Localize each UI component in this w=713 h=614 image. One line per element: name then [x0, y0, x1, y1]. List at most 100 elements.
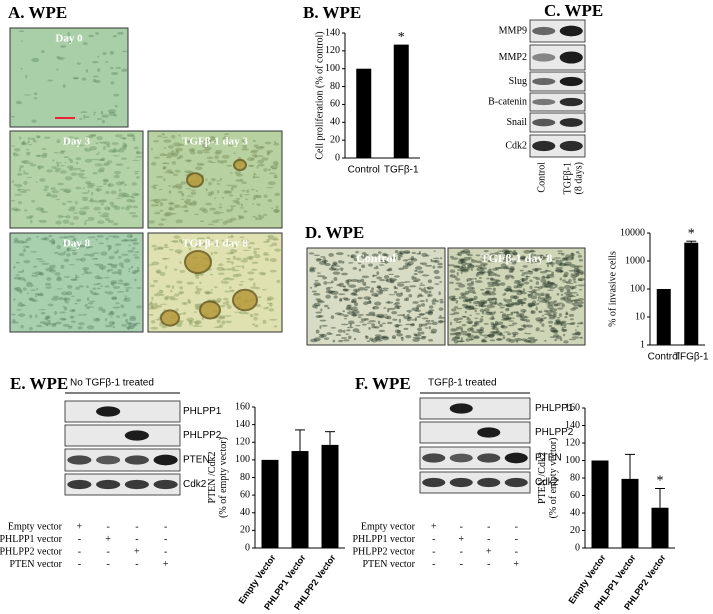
texture	[250, 286, 257, 289]
texture	[467, 335, 474, 339]
texture	[248, 277, 255, 281]
texture	[44, 317, 49, 321]
texture	[349, 323, 352, 328]
texture	[266, 186, 274, 189]
texture	[90, 158, 99, 161]
texture	[353, 337, 357, 341]
texture	[495, 329, 500, 334]
texture	[101, 114, 109, 118]
texture	[72, 238, 77, 243]
texture	[70, 316, 76, 318]
texture	[98, 141, 107, 144]
texture	[546, 275, 555, 278]
texture	[110, 66, 114, 70]
texture	[59, 151, 65, 155]
texture	[84, 219, 89, 222]
texture	[577, 254, 583, 258]
texture	[580, 273, 584, 275]
texture	[239, 193, 243, 198]
texture	[241, 239, 249, 243]
texture	[269, 172, 275, 175]
texture	[548, 317, 556, 320]
texture	[547, 289, 554, 291]
texture	[514, 301, 522, 306]
texture	[194, 303, 199, 308]
texture	[368, 320, 377, 323]
texture	[556, 292, 560, 296]
texture	[23, 248, 27, 253]
texture	[515, 339, 519, 343]
texture	[540, 278, 547, 283]
texture	[228, 190, 232, 194]
texture	[468, 305, 475, 309]
texture	[563, 258, 567, 261]
texture	[150, 162, 157, 166]
texture	[325, 290, 333, 294]
texture	[376, 271, 380, 275]
texture	[122, 282, 130, 286]
texture	[20, 160, 27, 164]
texture	[389, 278, 397, 282]
texture	[555, 335, 562, 340]
texture	[458, 320, 462, 323]
texture	[343, 298, 351, 301]
condition-sign: -	[460, 521, 463, 532]
texture	[397, 307, 401, 310]
texture	[25, 148, 30, 151]
texture	[455, 321, 461, 323]
texture	[513, 260, 517, 263]
texture	[128, 321, 133, 325]
texture	[318, 333, 325, 336]
texture	[173, 142, 181, 147]
y-axis-label: (% of empty vector)	[548, 438, 559, 519]
texture	[365, 313, 373, 317]
texture	[86, 184, 94, 189]
texture	[255, 287, 261, 290]
texture	[505, 250, 513, 253]
texture	[117, 282, 124, 285]
texture	[563, 275, 569, 277]
texture	[96, 263, 104, 267]
cell-clump	[160, 309, 180, 327]
texture	[268, 308, 275, 312]
texture	[482, 264, 486, 267]
texture	[431, 302, 436, 305]
texture	[325, 287, 331, 291]
texture	[421, 274, 430, 277]
texture	[64, 176, 73, 181]
texture	[347, 311, 355, 315]
texture	[403, 315, 412, 320]
texture	[520, 302, 524, 307]
texture	[507, 317, 512, 319]
texture	[465, 338, 471, 342]
texture	[147, 307, 156, 310]
texture	[381, 252, 388, 257]
texture	[273, 325, 278, 328]
texture	[61, 202, 67, 206]
texture	[542, 281, 551, 285]
texture	[312, 292, 321, 296]
y-tick-label: 140	[565, 420, 580, 431]
texture	[115, 134, 123, 138]
texture	[337, 313, 345, 316]
texture	[255, 146, 264, 150]
texture	[161, 326, 168, 329]
texture	[570, 275, 577, 279]
texture	[73, 216, 79, 220]
texture	[229, 286, 232, 290]
annotation: *	[398, 30, 405, 45]
texture	[54, 169, 60, 173]
texture	[570, 252, 575, 257]
texture	[499, 334, 506, 337]
texture	[543, 276, 551, 279]
texture	[531, 290, 538, 293]
blot-band	[96, 406, 121, 417]
texture	[85, 69, 89, 73]
texture	[510, 312, 514, 316]
texture	[230, 217, 237, 221]
texture	[168, 185, 171, 187]
texture	[573, 281, 577, 284]
texture	[547, 301, 556, 305]
texture	[503, 317, 512, 321]
condition-sign: +	[486, 546, 492, 557]
